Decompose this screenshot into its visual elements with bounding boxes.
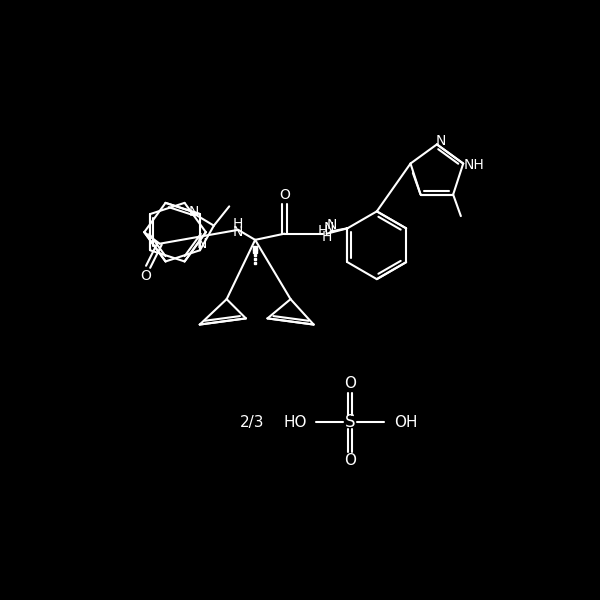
Text: O: O (279, 188, 290, 202)
Text: N: N (196, 237, 207, 251)
Text: O: O (140, 269, 151, 283)
Text: H: H (322, 230, 332, 244)
Text: N: N (232, 225, 242, 239)
Text: H: H (318, 224, 328, 238)
Text: OH: OH (395, 415, 418, 430)
Text: HO: HO (283, 415, 307, 430)
Text: O: O (344, 376, 356, 391)
Text: N: N (324, 221, 334, 235)
Text: 2/3: 2/3 (240, 415, 265, 430)
Text: N: N (188, 205, 199, 219)
Text: NH: NH (464, 158, 484, 172)
Text: H: H (232, 217, 242, 230)
Text: S: S (344, 413, 355, 431)
Text: O: O (344, 454, 356, 469)
Text: N: N (436, 134, 446, 148)
Text: N: N (327, 218, 337, 232)
